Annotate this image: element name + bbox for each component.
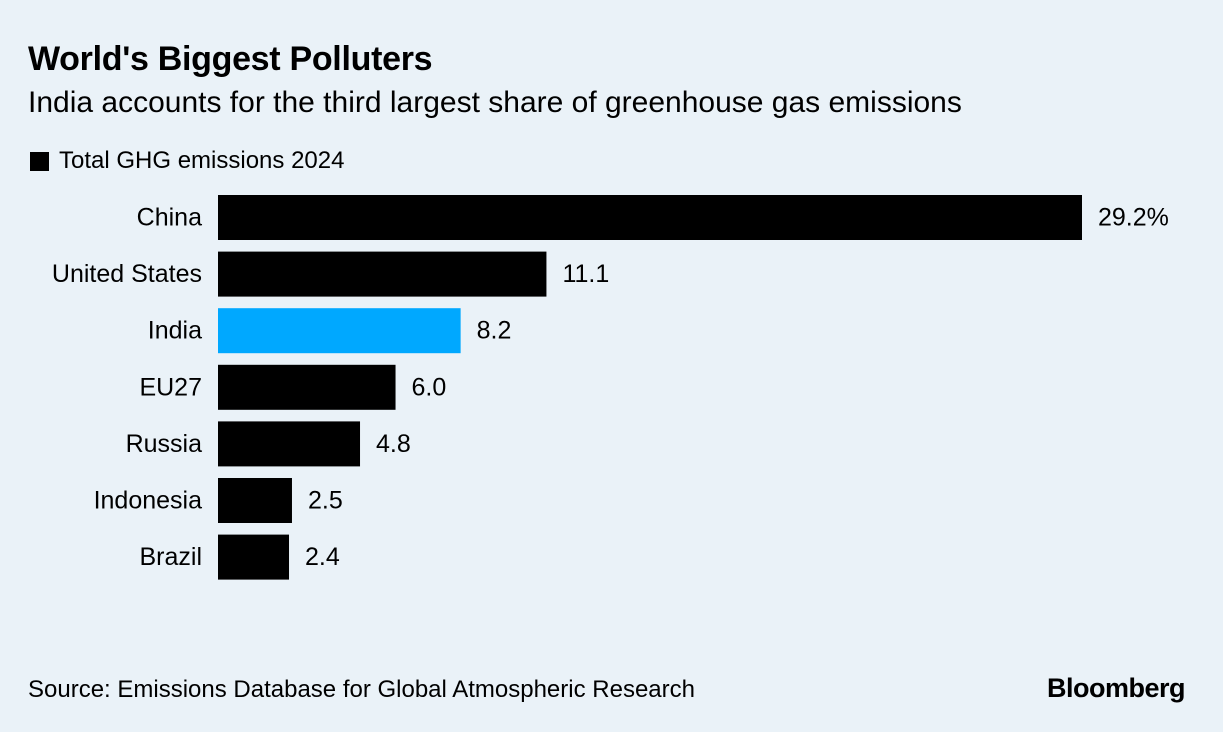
category-label: Brazil <box>139 543 202 571</box>
bar-china <box>218 195 1082 240</box>
bloomberg-logo: Bloomberg <box>1046 673 1186 703</box>
category-label: India <box>148 317 202 345</box>
legend-swatch <box>30 151 49 171</box>
value-label: 2.5 <box>308 487 343 515</box>
category-label: United States <box>52 260 202 288</box>
value-label: 2.4 <box>305 543 340 571</box>
value-label: 4.8 <box>376 430 411 458</box>
value-label: 29.2% <box>1098 204 1169 232</box>
legend-label: Total GHG emissions 2024 <box>59 147 345 174</box>
bar-chart: China 29.2% United States 11.1 India 8.2 EU27 6… <box>52 195 1169 580</box>
chart-subtitle: India accounts for the third largest sha… <box>28 86 962 119</box>
bar-russia <box>218 421 361 467</box>
bar-united-states <box>218 251 547 297</box>
category-label: Russia <box>126 430 203 458</box>
category-label: EU27 <box>139 373 202 401</box>
bar-indonesia <box>218 478 292 523</box>
bar-eu27 <box>218 364 396 410</box>
source-note: Source: Emissions Database for Global At… <box>28 676 695 703</box>
bar-brazil <box>218 534 290 580</box>
category-label: China <box>137 204 202 232</box>
category-label: Indonesia <box>94 487 203 515</box>
value-label: 11.1 <box>562 260 609 288</box>
value-label: 8.2 <box>477 317 512 345</box>
chart-title: World's Biggest Polluters <box>28 40 433 78</box>
legend: Total GHG emissions 2024 <box>30 147 344 175</box>
bar-india <box>218 308 461 354</box>
value-label: 6.0 <box>412 373 447 401</box>
